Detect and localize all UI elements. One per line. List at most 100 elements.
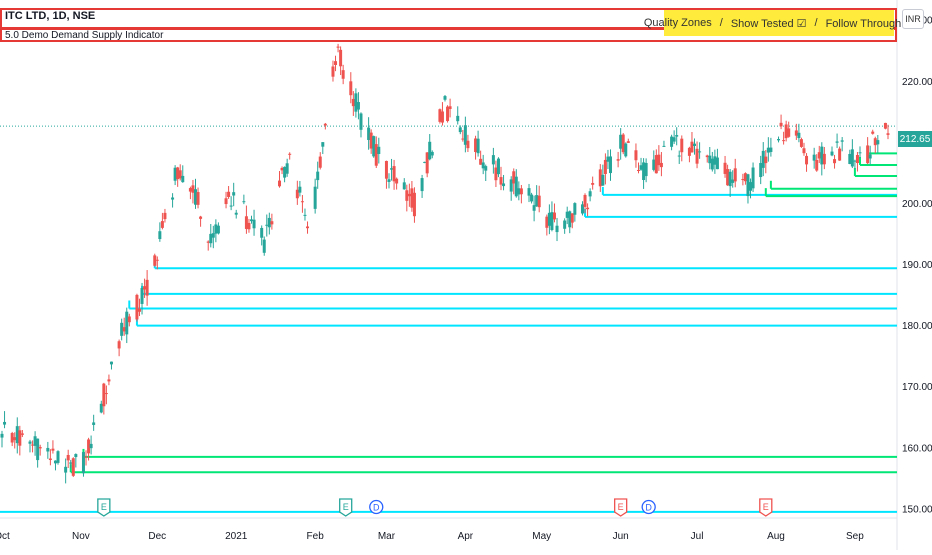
candle-body [476,138,480,154]
candle-body [761,150,765,168]
candle-body [351,98,355,107]
candle-body [13,437,17,441]
candle-body [84,456,88,458]
candle-body [675,135,679,137]
candle-body [866,145,870,164]
symbol-title: ITC LTD, 1D, NSE [5,10,96,22]
candle-body [616,159,620,161]
candle-body [573,203,577,215]
candle-body [555,225,559,233]
time-tick-label: Nov [72,531,90,542]
candle-body [868,154,872,159]
candle-body [140,287,144,304]
candle-body [135,294,139,320]
candle-body [303,214,307,216]
candle-body [216,225,220,234]
candle-body [242,201,246,203]
candle-body [479,158,483,165]
candle-body [20,433,24,435]
candle-body [657,154,661,166]
candle-body [181,175,185,183]
candle-body [787,128,791,137]
candle-body [527,188,531,196]
candle-body [715,157,719,170]
earnings-icon [339,498,353,517]
candle-body [769,147,773,152]
candle-body [229,205,233,207]
price-tick-label: 170.00 [902,382,932,393]
candle-body [481,162,485,169]
candle-body [420,178,424,192]
candle-body [99,403,103,413]
candle-body [873,138,877,146]
candle-body [109,361,113,365]
candle-body [603,159,607,175]
candle-body [830,151,834,156]
candle-body [766,147,770,153]
candle-body [51,448,55,451]
candle-body [356,102,360,110]
candle-body [262,239,266,253]
candle-body [570,213,574,223]
candle-body [155,259,159,261]
candle-body [74,454,78,458]
candle-body [430,151,434,156]
candle-body [636,169,640,171]
candle-body [323,123,327,126]
candle-body [608,156,612,174]
currency-button[interactable]: INR [902,9,924,29]
candle-body [723,162,727,174]
candle-body [367,127,371,140]
candle-body [662,145,666,147]
candle-body [196,192,200,205]
candle-body [563,220,567,229]
follow-through-toggle[interactable]: Follow Through ☑ [825,17,915,30]
candle-body [680,138,684,153]
candle-body [28,441,32,444]
candle-body [31,444,35,446]
candle-body [484,166,488,171]
candle-body [461,138,465,140]
indicator-title: 5.0 Demo Demand Supply Indicator [5,30,164,41]
candle-body [626,141,630,143]
candle-body [127,316,131,323]
candle-body [87,439,91,454]
show-tested-toggle[interactable]: Show Tested ☑ [730,17,807,30]
candle-body [833,159,837,164]
candle-body [580,204,584,214]
last-price-tag: 212.65 [898,131,932,147]
candle-body [227,191,231,197]
candle-body [143,286,147,290]
candle-body [66,454,70,461]
candle-body [728,171,732,187]
candle-body [509,179,513,192]
candle-body [779,122,783,127]
candle-body [176,167,180,180]
candle-body [336,46,340,48]
candle-body [815,159,819,171]
candle-body [855,154,859,164]
candle-body [163,212,167,220]
candle-body [797,132,801,139]
candle-body [341,70,345,79]
candle-body [234,212,238,215]
candle-body [278,180,282,187]
candle-body [56,451,60,463]
candle-body [514,176,518,197]
candle-body [300,201,304,203]
candle-body [321,142,325,147]
quality-zones-label[interactable]: Quality Zones [643,17,712,29]
candle-body [153,255,157,266]
quality-zones-toolbar: Quality Zones / Show Tested ☑ / Follow T… [644,10,914,36]
candle-body [871,131,875,134]
candle-body [288,153,292,155]
candle-body [654,155,658,174]
event-marker: D [641,499,656,515]
price-tick-label: 220.00 [902,77,932,88]
candle-body [339,49,343,67]
candle-body [677,155,681,157]
candle-body [695,148,699,164]
candle-body [390,168,394,170]
